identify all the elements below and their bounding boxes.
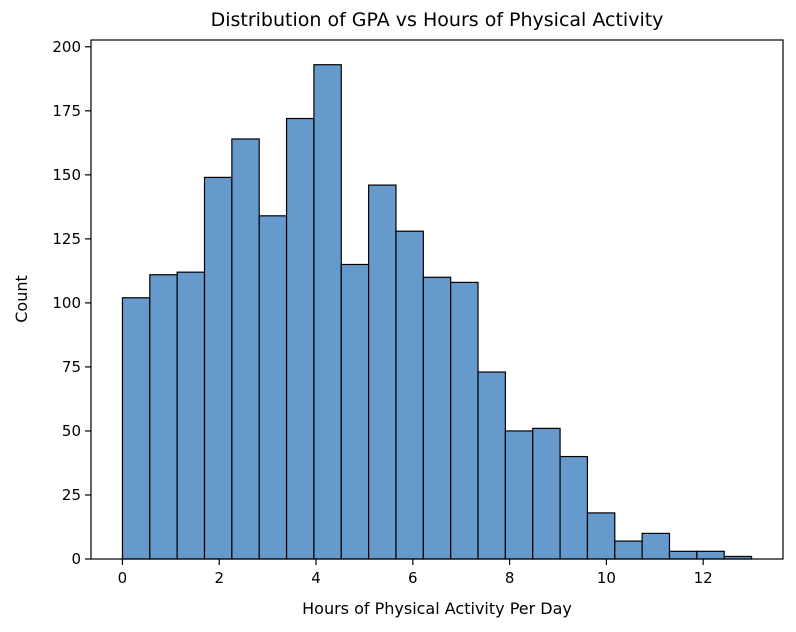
y-tick-label: 0 xyxy=(71,550,81,568)
x-tick-label: 0 xyxy=(118,569,128,587)
histogram-bar xyxy=(203,176,233,560)
histogram-bar xyxy=(231,138,260,560)
bars-group xyxy=(121,64,753,560)
y-tick-label: 100 xyxy=(52,294,81,312)
histogram-bar xyxy=(696,550,725,560)
histogram-bar xyxy=(586,512,616,560)
plot-frame xyxy=(90,39,784,560)
histogram-bar xyxy=(149,274,178,560)
y-tick-label: 125 xyxy=(52,230,81,248)
x-axis-label: Hours of Physical Activity Per Day xyxy=(302,599,572,618)
histogram-bar xyxy=(559,455,589,560)
histogram-bar xyxy=(450,281,479,560)
histogram-bar xyxy=(313,64,342,560)
histogram-bar xyxy=(395,230,424,560)
chart-title: Distribution of GPA vs Hours of Physical… xyxy=(211,9,664,31)
histogram-bar xyxy=(121,297,151,560)
y-tick-label: 200 xyxy=(52,38,81,56)
histogram-bar xyxy=(668,550,698,560)
histogram-bar xyxy=(504,430,534,560)
histogram-bar xyxy=(614,540,643,560)
x-tick-label: 12 xyxy=(694,569,713,587)
histogram-bar xyxy=(532,427,561,560)
y-axis-label: Count xyxy=(12,275,31,323)
x-tick-label: 10 xyxy=(597,569,616,587)
histogram-bar xyxy=(477,371,506,560)
y-tick-label: 150 xyxy=(52,166,81,184)
x-axis: 0 2 4 6 8 10 12 xyxy=(118,559,713,587)
y-tick-label: 25 xyxy=(62,486,81,504)
x-tick-label: 4 xyxy=(311,569,321,587)
histogram-bar xyxy=(641,532,671,560)
histogram-bar xyxy=(368,184,397,560)
histogram-bar xyxy=(258,215,288,560)
histogram-bar xyxy=(285,117,315,560)
x-tick-label: 8 xyxy=(505,569,515,587)
x-tick-label: 6 xyxy=(408,569,418,587)
y-axis: 0 25 50 75 100 125 150 175 200 xyxy=(52,38,91,568)
x-tick-label: 2 xyxy=(214,569,224,587)
histogram-bar xyxy=(340,263,370,560)
histogram-bar xyxy=(176,271,206,560)
y-tick-label: 75 xyxy=(62,358,81,376)
y-tick-label: 50 xyxy=(62,422,81,440)
y-tick-label: 175 xyxy=(52,102,81,120)
histogram-bar xyxy=(422,276,452,560)
